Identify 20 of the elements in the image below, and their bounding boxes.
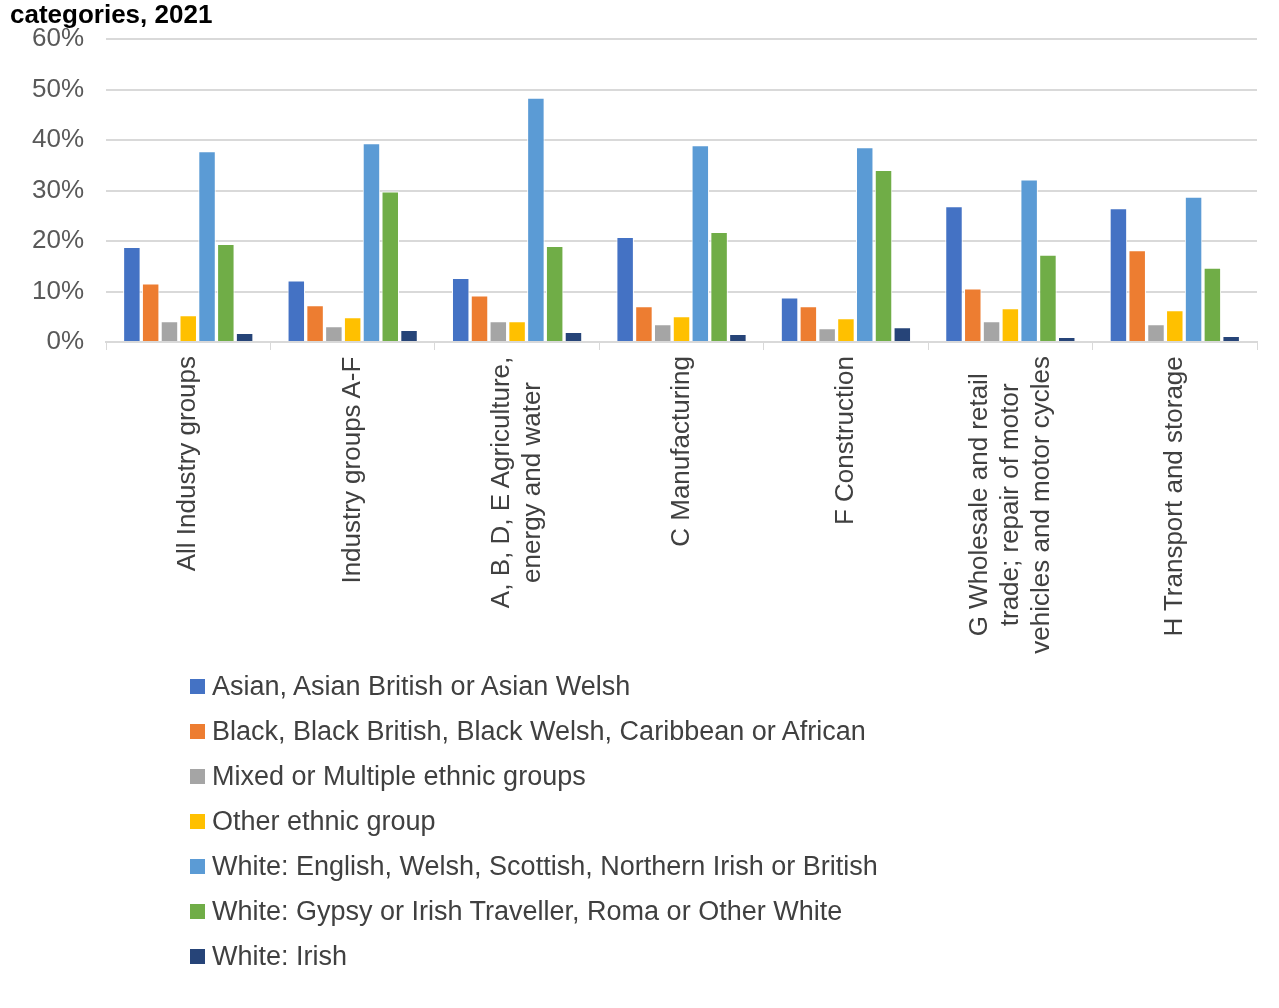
- legend-label: Other ethnic group: [212, 806, 436, 837]
- legend-label: Asian, Asian British or Asian Welsh: [212, 671, 631, 702]
- legend-label: Mixed or Multiple ethnic groups: [212, 761, 586, 792]
- y-tick-label: 40%: [31, 123, 85, 154]
- legend-label: White: Irish: [212, 941, 348, 972]
- legend-label: White: English, Welsh, Scottish, Northern Irish or British: [212, 851, 878, 882]
- x-tick-label: C Manufacturing: [664, 356, 695, 547]
- legend-label: White: Gypsy or Irish Traveller, Roma or Other White: [212, 896, 843, 927]
- y-tick-label: 30%: [31, 173, 85, 204]
- y-tick-label: 50%: [31, 72, 85, 103]
- x-tick-label: All Industry groups: [171, 356, 202, 572]
- legend-label: Black, Black British, Black Welsh, Caribbean or African: [212, 716, 866, 747]
- y-tick-label: 20%: [31, 224, 85, 255]
- x-tick-label: Industry groups A-F: [335, 356, 366, 584]
- y-tick-label: 0%: [46, 325, 85, 356]
- x-tick-label: H Transport and storage: [1157, 356, 1188, 637]
- x-tick-label: A, B, D, E Agriculture, energy and water: [484, 356, 546, 609]
- x-tick-label: F Construction: [829, 355, 860, 526]
- y-tick-label: 10%: [31, 274, 85, 305]
- x-tick-label: G Wholesale and retail trade; repair of motor vehicles and motor cycles: [962, 356, 1055, 654]
